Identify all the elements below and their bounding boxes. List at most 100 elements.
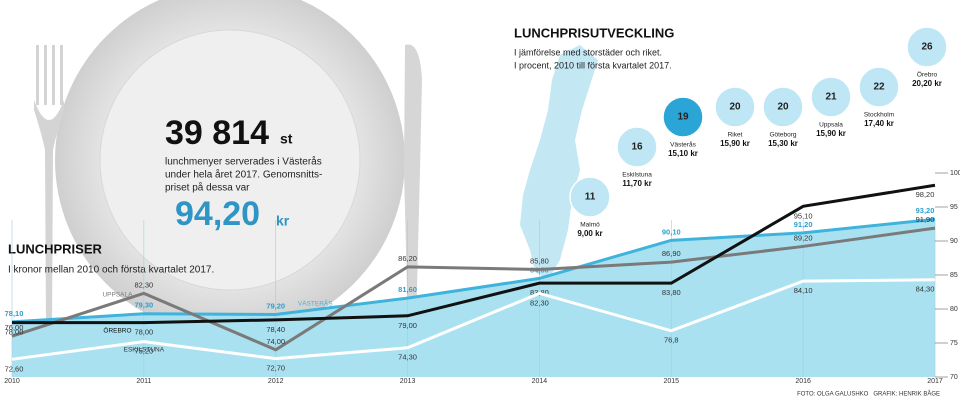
fork — [34, 45, 64, 330]
value-label: 86,20 — [398, 254, 417, 263]
bubble-amount: 15,90 kr — [816, 129, 846, 138]
value-label: 78,40 — [266, 325, 285, 334]
series-line — [11, 278, 936, 361]
value-label: 75,20 — [134, 347, 153, 356]
value-label: 74,30 — [398, 353, 417, 362]
y-tick-label: 100 — [950, 170, 960, 177]
series-line — [11, 226, 936, 352]
value-label: 93,20 — [916, 206, 935, 215]
value-label: 86,90 — [662, 249, 681, 258]
x-tick-label: 2011 — [136, 378, 151, 385]
series-name: ÖREBRO — [103, 326, 131, 334]
value-label: 95,10 — [794, 211, 813, 220]
value-label: 98,20 — [916, 190, 935, 199]
bubble-city: Riket — [728, 132, 743, 139]
value-label: 82,30 — [134, 280, 153, 289]
bubble — [616, 126, 658, 168]
value-label: 76,8 — [664, 336, 679, 345]
bubble-city: Malmö — [580, 222, 600, 229]
y-tick-label: 90 — [950, 238, 958, 245]
x-tick-label: 2012 — [268, 378, 284, 385]
line-chart: 70 75 80 85 90 95 100 2010 2011 2012 2013 2014 2015 2… — [4, 170, 960, 385]
price-unit: kr — [276, 213, 290, 229]
bubble-value: 11 — [585, 192, 596, 203]
bubble — [810, 76, 852, 118]
series-name: VÄSTERÅS — [298, 298, 333, 307]
x-tick-label: 2013 — [400, 378, 416, 385]
value-label: 72,60 — [5, 364, 24, 373]
x-tick-label: 2016 — [795, 378, 811, 385]
value-label: 78,10 — [5, 309, 24, 318]
y-tick-label: 95 — [950, 204, 958, 211]
credits: FOTO: OLGA GALUSHKO GRAFIK: HENRIK BÅGE — [797, 391, 940, 398]
value-label: 72,70 — [266, 364, 285, 373]
value-label: 79,00 — [398, 321, 417, 330]
bubble-amount: 15,90 kr — [720, 139, 750, 148]
value-label: 74,00 — [266, 337, 285, 346]
series-name: ESKILSTUNA — [124, 346, 165, 353]
series-name: UPPSALA — [102, 292, 133, 299]
bubble-title: LUNCHPRISUTVECKLING — [514, 25, 674, 40]
value-label: 89,20 — [794, 233, 813, 242]
price: 94,20 — [175, 195, 260, 233]
y-tick-label: 85 — [950, 272, 958, 279]
line-subtitle: I kronor mellan 2010 och första kvartale… — [8, 265, 214, 276]
bubble — [714, 86, 756, 128]
bubble-value: 22 — [873, 82, 885, 93]
bubble-amount: 15,30 kr — [768, 139, 798, 148]
line-title: LUNCHPRISER — [8, 241, 103, 256]
bubble-value: 20 — [729, 102, 741, 113]
value-label: 91,20 — [794, 220, 813, 229]
bubble-subtitle: I procent, 2010 till första kvartalet 20… — [514, 60, 672, 70]
intro-line: under hela året 2017. Genomsnitts- — [165, 169, 322, 181]
x-tick-label: 2010 — [4, 378, 20, 385]
map-sweden — [520, 45, 598, 280]
bubble-amount: 20,20 kr — [912, 79, 942, 88]
series-line — [12, 183, 936, 325]
bubble-amount: 9,00 kr — [577, 229, 602, 238]
bubble — [662, 96, 704, 138]
count: 39 814 — [165, 114, 269, 152]
bubble — [906, 26, 948, 68]
bubble-amount: 15,10 kr — [668, 149, 698, 158]
x-tick-label: 2014 — [532, 378, 548, 385]
value-label: 79,20 — [266, 301, 285, 310]
value-label: 78,00 — [134, 328, 153, 337]
value-label: 82,30 — [530, 298, 549, 307]
intro-line: lunchmenyer serverades i Västerås — [165, 156, 322, 168]
bubble-city: Göteborg — [769, 132, 796, 139]
bubble-value: 21 — [825, 92, 837, 103]
bubble — [762, 86, 804, 128]
bubble-city: Uppsala — [819, 122, 843, 129]
bubble-amount: 17,40 kr — [864, 119, 894, 128]
value-label: 84,30 — [916, 285, 935, 294]
bubble — [569, 176, 611, 218]
y-tick-label: 75 — [950, 340, 958, 347]
bubble-subtitle: I jämförelse med storstäder och riket. — [514, 47, 662, 57]
value-label: 91,90 — [916, 215, 935, 224]
value-label: 84,10 — [794, 286, 813, 295]
value-label: 83,80 — [662, 288, 681, 297]
bubble-value: 16 — [631, 142, 643, 153]
count-unit: st — [280, 131, 293, 147]
value-label: 90,10 — [662, 227, 681, 236]
series-line — [11, 217, 936, 324]
bubble-value: 20 — [777, 102, 789, 113]
value-label: 79,30 — [134, 301, 153, 310]
bubble-city: Örebro — [917, 71, 938, 79]
plate-center — [99, 29, 361, 291]
value-label: 85,80 — [530, 257, 549, 266]
value-label: 76,00 — [5, 323, 24, 332]
bubble-city: Eskilstuna — [622, 172, 652, 179]
y-tick-label: 80 — [950, 306, 958, 313]
bubble — [858, 66, 900, 108]
bubble-amount: 11,70 kr — [622, 179, 651, 188]
bubble-city: Västerås — [670, 141, 696, 149]
bubble-value: 26 — [921, 42, 933, 53]
x-tick-label: 2015 — [663, 378, 679, 385]
value-label: 78,00 — [5, 328, 24, 337]
knife — [404, 44, 422, 330]
bubble-value: 19 — [677, 112, 689, 123]
